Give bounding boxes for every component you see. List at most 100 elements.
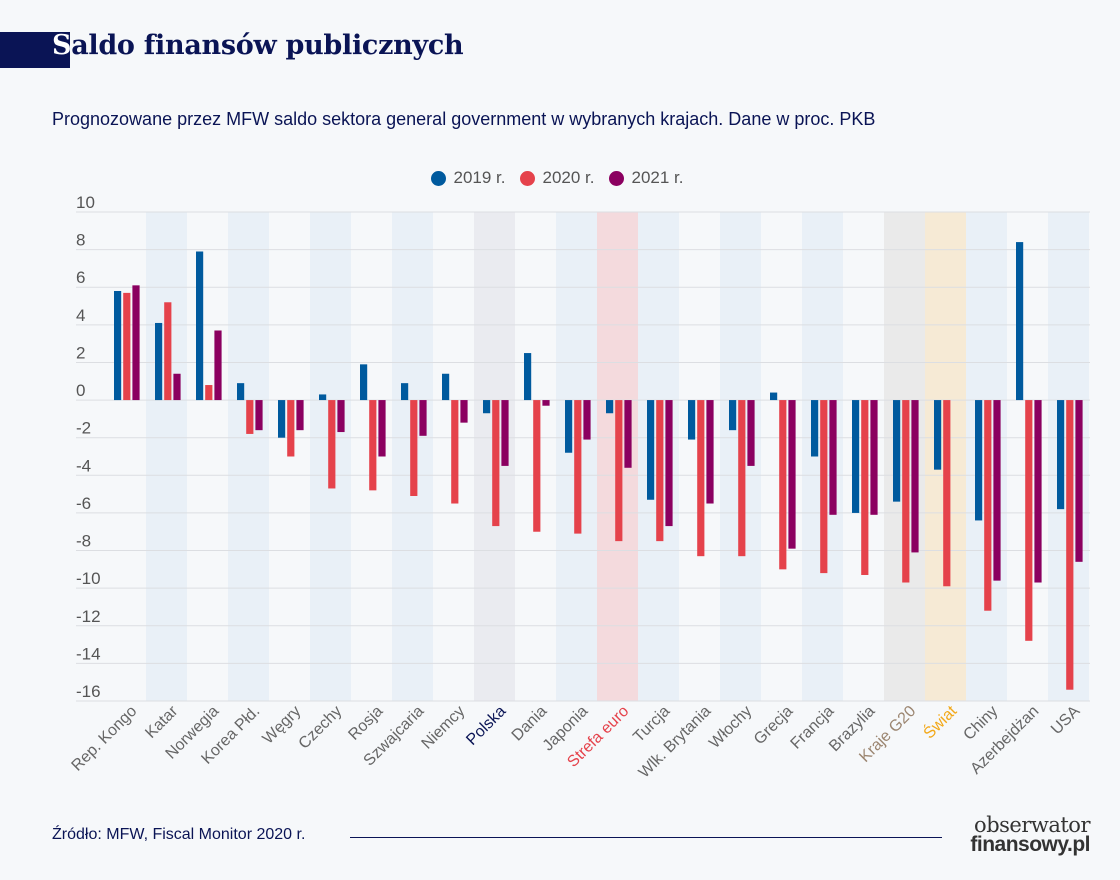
gridlines xyxy=(76,211,1090,702)
x-tick-label: Włochy xyxy=(706,703,755,752)
bar-2019-9 xyxy=(483,400,491,414)
bar-2021-16 xyxy=(788,400,796,549)
bar-2021-0 xyxy=(132,285,140,401)
bar-2019-20 xyxy=(934,400,942,470)
bar-2019-21 xyxy=(975,400,983,521)
brand-logo-bottom: finansowy.pl xyxy=(970,833,1090,856)
bar-2019-1 xyxy=(155,322,163,401)
bars xyxy=(114,242,1083,690)
bar-2019-11 xyxy=(565,400,573,453)
y-tick-label: -2 xyxy=(76,419,91,438)
bar-2021-13 xyxy=(665,400,673,527)
bar-2020-1 xyxy=(164,302,172,401)
bar-2021-9 xyxy=(501,400,509,466)
bar-2020-22 xyxy=(1025,400,1033,641)
bar-2019-0 xyxy=(114,290,122,401)
bar-2021-14 xyxy=(706,400,714,504)
y-tick-label: -8 xyxy=(76,532,91,551)
y-axis-ticks: 10 8 6 4 2 0 -2 -4 -6 -8 -10 -12 -14 -16 xyxy=(76,193,101,701)
bar-2020-6 xyxy=(369,400,377,491)
bar-2019-4 xyxy=(278,400,286,438)
bar-2020-12 xyxy=(615,400,623,542)
legend-label-2021: 2021 r. xyxy=(631,168,684,187)
bar-2021-6 xyxy=(378,400,386,457)
y-tick-label: -12 xyxy=(76,607,101,626)
bar-2020-18 xyxy=(861,400,869,575)
source-note: Źródło: MFW, Fiscal Monitor 2020 r. xyxy=(52,826,306,843)
legend-item-2021: 2021 r. xyxy=(608,168,684,188)
bar-2021-4 xyxy=(296,400,304,431)
bar-2020-20 xyxy=(943,400,951,587)
x-tick-label: Niemcy xyxy=(419,703,469,753)
bar-2019-2 xyxy=(196,251,204,401)
y-tick-label: 6 xyxy=(76,268,85,287)
category-band xyxy=(146,212,187,701)
bar-2021-11 xyxy=(583,400,591,440)
y-tick-label: 0 xyxy=(76,381,85,400)
bar-2021-21 xyxy=(993,400,1001,581)
bar-2021-15 xyxy=(747,400,755,466)
legend-item-2019: 2019 r. xyxy=(430,168,506,188)
bar-2020-4 xyxy=(287,400,295,457)
bar-2020-9 xyxy=(492,400,500,527)
y-tick-label: -16 xyxy=(76,682,101,701)
bar-2019-23 xyxy=(1057,400,1065,510)
bar-2019-14 xyxy=(688,400,696,440)
bar-2021-10 xyxy=(542,400,550,406)
legend-dot-2019-icon xyxy=(430,170,446,186)
y-tick-label: -10 xyxy=(76,569,101,588)
bar-2021-12 xyxy=(624,400,632,468)
bar-2019-12 xyxy=(606,400,614,414)
title-rest: aldo finansów publicznych xyxy=(71,30,464,61)
bar-2020-14 xyxy=(697,400,705,557)
bar-2020-8 xyxy=(451,400,459,504)
title-first-letter: S xyxy=(52,30,72,61)
bar-2021-1 xyxy=(173,373,181,401)
bar-2021-5 xyxy=(337,400,345,433)
y-tick-label: 10 xyxy=(76,193,95,212)
chart-subtitle: Prognozowane przez MFW saldo sektora gen… xyxy=(52,109,876,129)
bar-2020-10 xyxy=(533,400,541,532)
bar-2020-7 xyxy=(410,400,418,496)
bar-2021-7 xyxy=(419,400,427,436)
bar-2019-15 xyxy=(729,400,737,431)
bar-2020-17 xyxy=(820,400,828,574)
bar-2021-3 xyxy=(255,400,263,431)
legend-dot-2020-icon xyxy=(519,170,535,186)
x-tick-label: Polska xyxy=(463,703,509,749)
category-band xyxy=(228,212,269,701)
bar-2020-13 xyxy=(656,400,664,542)
bar-2020-3 xyxy=(246,400,254,434)
bar-2021-22 xyxy=(1034,400,1042,583)
bar-2019-13 xyxy=(647,400,655,500)
x-tick-label: Świat xyxy=(919,701,960,742)
bar-2020-0 xyxy=(123,292,131,401)
page-title: Saldo finansów publicznych xyxy=(52,30,464,61)
y-tick-label: 2 xyxy=(76,343,85,362)
bar-2019-19 xyxy=(893,400,901,502)
x-tick-label: Wlk. Brytania xyxy=(636,703,715,782)
bar-2020-16 xyxy=(779,400,787,570)
bar-2020-19 xyxy=(902,400,910,583)
brand-logo[interactable]: obserwator finansowy.pl xyxy=(970,815,1090,856)
bar-2019-3 xyxy=(237,383,245,401)
bar-2019-5 xyxy=(319,394,327,401)
chart-legend: 2019 r. 2020 r. 2021 r. xyxy=(0,168,1120,188)
bar-2021-8 xyxy=(460,400,468,423)
bar-2020-2 xyxy=(205,385,213,401)
y-tick-label: 4 xyxy=(76,306,85,325)
bar-2021-18 xyxy=(870,400,878,515)
legend-item-2020: 2020 r. xyxy=(519,168,595,188)
bar-2019-7 xyxy=(401,383,409,401)
bar-2020-5 xyxy=(328,400,336,489)
bar-2019-22 xyxy=(1016,242,1024,401)
bar-2020-15 xyxy=(738,400,746,557)
y-tick-label: -6 xyxy=(76,494,91,513)
bar-2019-17 xyxy=(811,400,819,457)
bar-2020-11 xyxy=(574,400,582,534)
y-tick-label: -14 xyxy=(76,644,101,663)
bar-2019-6 xyxy=(360,364,368,401)
bar-2021-23 xyxy=(1075,400,1083,562)
